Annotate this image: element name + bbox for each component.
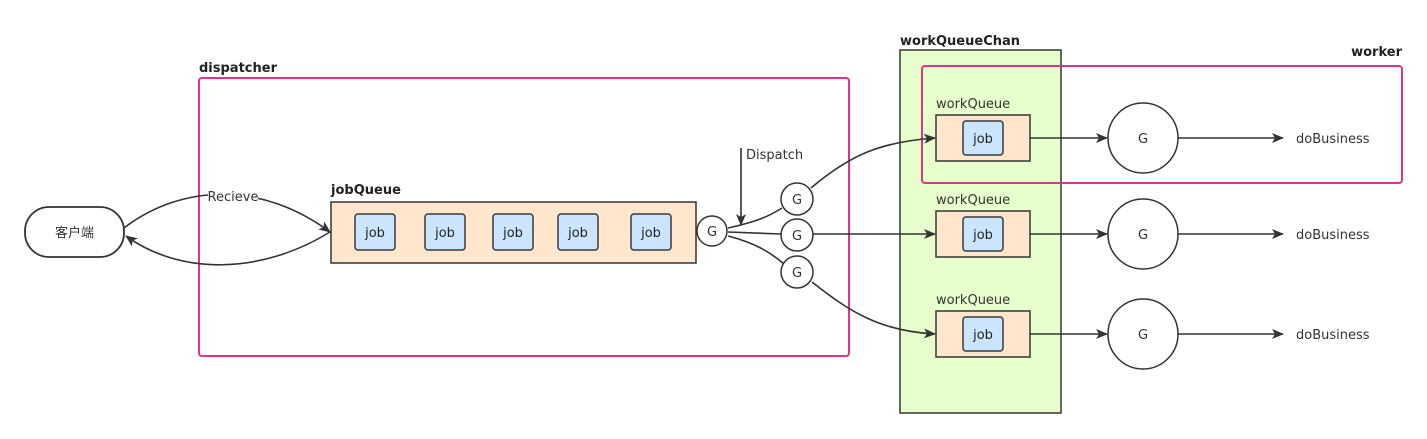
worker-container (921, 65, 1403, 184)
do-business-label: doBusiness (1296, 328, 1370, 343)
dispatcher-container (198, 77, 850, 357)
do-business-label: doBusiness (1296, 132, 1370, 147)
job-item (492, 213, 534, 251)
job-item (557, 213, 599, 251)
job-item-label: job (502, 226, 523, 241)
job-queue-label: jobQueue (330, 183, 401, 198)
dispatch-goroutine (696, 215, 728, 247)
fanout-edge-top (727, 207, 783, 229)
worker-label: worker (1351, 45, 1402, 60)
worker-goroutine-label: G (1138, 228, 1148, 243)
client-label: 客户端 (55, 225, 94, 241)
work-queue-chan-label: workQueueChan (900, 34, 1020, 49)
work-queue-job (962, 216, 1004, 252)
worker-goroutine-1-label: G (792, 193, 802, 208)
work-queue-job (962, 316, 1004, 352)
dispatch-goroutine-label: G (707, 225, 717, 240)
dispatcher-label: dispatcher (199, 61, 278, 76)
fanout-edge-bottom (727, 235, 785, 265)
job-item-label: job (640, 226, 661, 241)
work-queue-label: workQueue (936, 293, 1010, 308)
work-queue-label: workQueue (936, 97, 1010, 112)
work-queue-label: workQueue (936, 193, 1010, 208)
worker-goroutine-2-label: G (792, 229, 802, 244)
goroutine-to-queue-1-edge (810, 133, 936, 189)
job-item-label: job (567, 226, 588, 241)
worker-goroutine-3-label: G (792, 266, 802, 281)
worker-goroutine-label: G (1138, 132, 1148, 147)
job-item-label: job (364, 226, 385, 241)
client-node (24, 206, 125, 258)
work-queue-job-label: job (972, 328, 993, 343)
worker-goroutine-1 (780, 182, 814, 216)
job-list: job job job job job (354, 213, 672, 251)
job-item (424, 213, 466, 251)
work-queue-job (962, 120, 1004, 156)
response-edge (125, 231, 331, 266)
receive-label-bg (208, 188, 258, 205)
dispatch-label: Dispatch (746, 148, 803, 163)
worker-goroutine-2 (780, 218, 814, 252)
receive-label: Recieve (208, 190, 259, 205)
fanout-edge-middle (727, 231, 782, 235)
do-business-label: doBusiness (1296, 228, 1370, 243)
job-item-label: job (434, 226, 455, 241)
goroutine-to-queue-3-edge (811, 281, 936, 339)
worker-goroutine-label: G (1138, 328, 1148, 343)
work-queue-job-label: job (972, 228, 993, 243)
job-item (354, 213, 396, 251)
job-item (630, 213, 672, 251)
worker-goroutine-3 (780, 255, 814, 289)
work-queue-job-label: job (972, 132, 993, 147)
